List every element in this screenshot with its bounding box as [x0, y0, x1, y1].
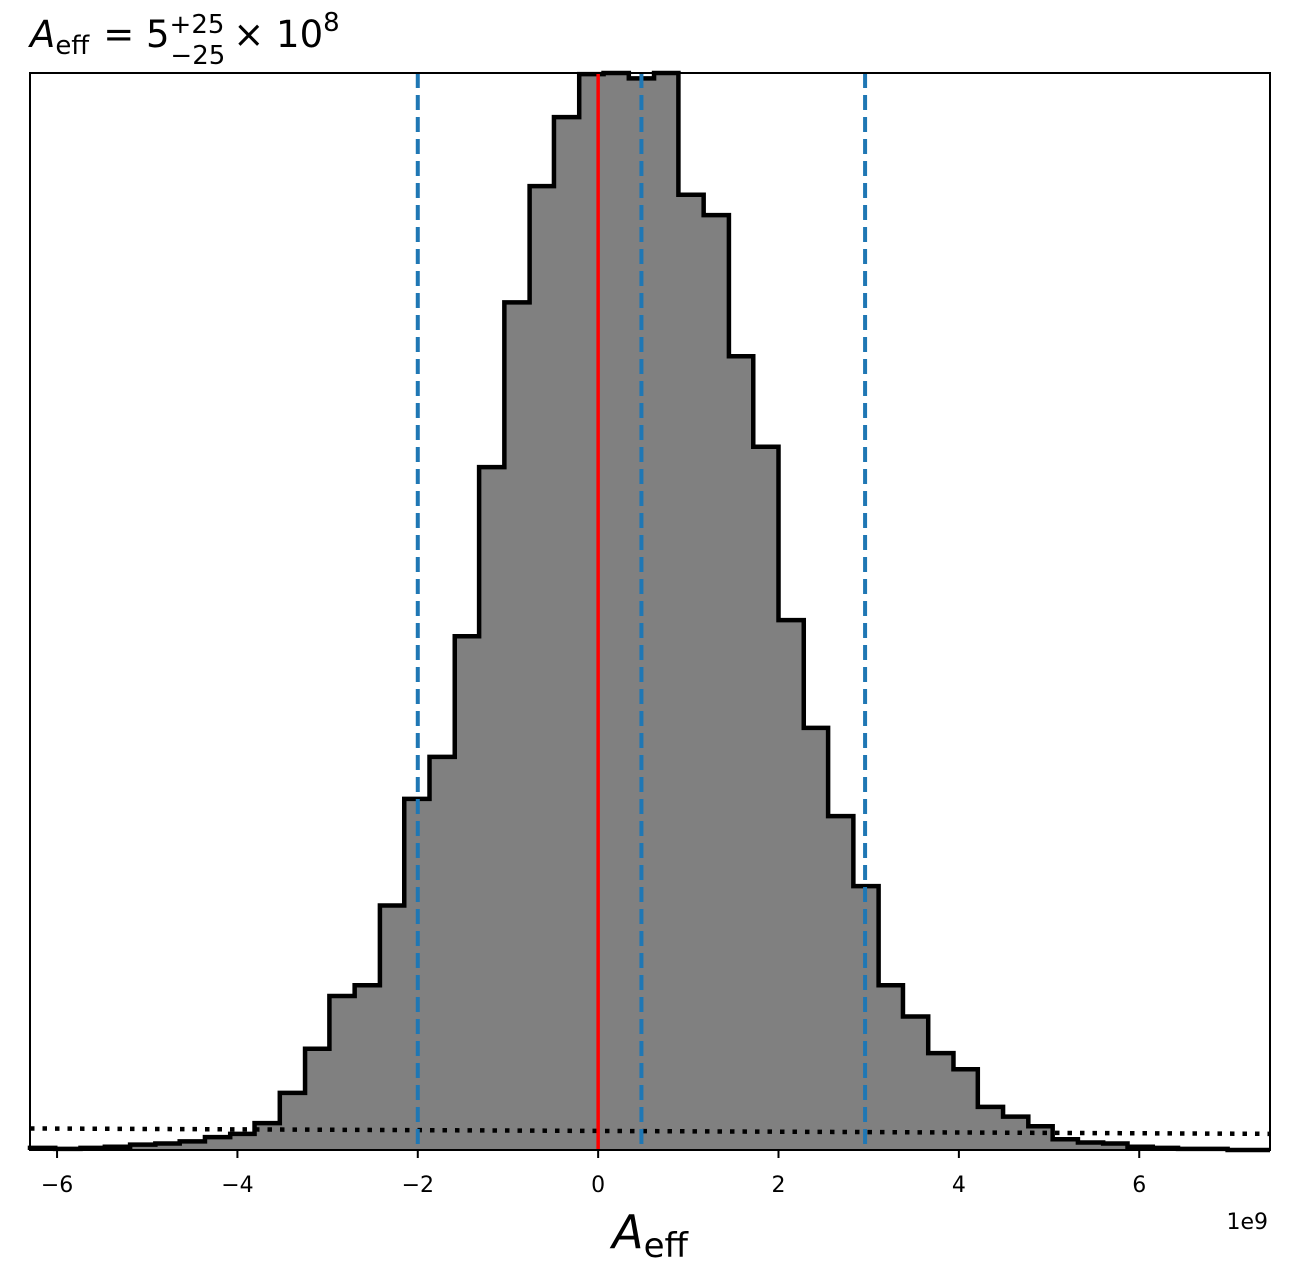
histogram-outline — [27, 70, 1270, 1153]
histogram-bar — [1028, 1126, 1054, 1150]
histogram-bar — [878, 985, 904, 1150]
x-tick-label: 0 — [591, 1173, 605, 1198]
histogram-bar — [504, 302, 531, 1150]
histogram-bar — [305, 1048, 330, 1150]
histogram-bar — [778, 620, 805, 1150]
plot-frame — [29, 72, 1271, 1151]
histogram-bar — [853, 886, 880, 1150]
histogram-bar — [155, 1143, 181, 1150]
histogram-bar — [429, 756, 456, 1150]
histogram-bar — [254, 1123, 281, 1150]
histogram-bar — [1103, 1143, 1129, 1150]
histogram-bar — [977, 1106, 1004, 1150]
histogram-bar — [329, 995, 356, 1150]
histogram-bar — [529, 186, 555, 1150]
histogram-bar — [230, 1133, 256, 1150]
x-axis-ticks: −6 −4 −2 0 2 4 6 — [41, 1150, 1146, 1198]
histogram-bar — [603, 73, 630, 1150]
histogram-bars — [30, 73, 1229, 1151]
histogram-bar — [553, 117, 580, 1151]
plot-area — [27, 70, 1271, 1153]
x-tick-label: −4 — [221, 1173, 253, 1198]
histogram-bar — [828, 816, 854, 1150]
histogram-bar — [902, 1016, 929, 1150]
histogram-bar — [130, 1144, 156, 1150]
histogram-bar — [1077, 1142, 1104, 1150]
histogram-bar — [1052, 1139, 1079, 1150]
x-axis-label: Aeff — [609, 1205, 689, 1266]
x-tick-label: 2 — [772, 1173, 786, 1198]
histogram-bar — [579, 74, 605, 1150]
histogram-bar — [279, 1092, 306, 1150]
histogram-bar — [803, 727, 829, 1150]
x-tick-label: 6 — [1132, 1173, 1146, 1198]
x-tick-label: 4 — [952, 1173, 966, 1198]
histogram-bar — [953, 1069, 979, 1150]
chart-title: Aeff = 5+25 −25 × 108 — [28, 8, 340, 71]
histogram-bar — [703, 215, 730, 1150]
histogram-bar — [179, 1141, 206, 1150]
histogram-bar — [379, 905, 405, 1150]
histogram-bar — [354, 985, 381, 1150]
histogram-bar — [928, 1053, 954, 1150]
quantile-lines — [415, 73, 868, 1150]
x-axis-offset-label: 1e9 — [1226, 1210, 1268, 1235]
x-tick-label: −2 — [402, 1173, 434, 1198]
x-tick-label: −6 — [41, 1173, 73, 1198]
histogram-bar — [204, 1137, 231, 1150]
histogram-bar — [728, 356, 754, 1151]
histogram-bar — [479, 467, 505, 1150]
histogram-bar — [753, 446, 780, 1150]
histogram-bar — [454, 636, 480, 1150]
histogram-bar — [654, 73, 679, 1150]
histogram-bar — [678, 194, 705, 1151]
